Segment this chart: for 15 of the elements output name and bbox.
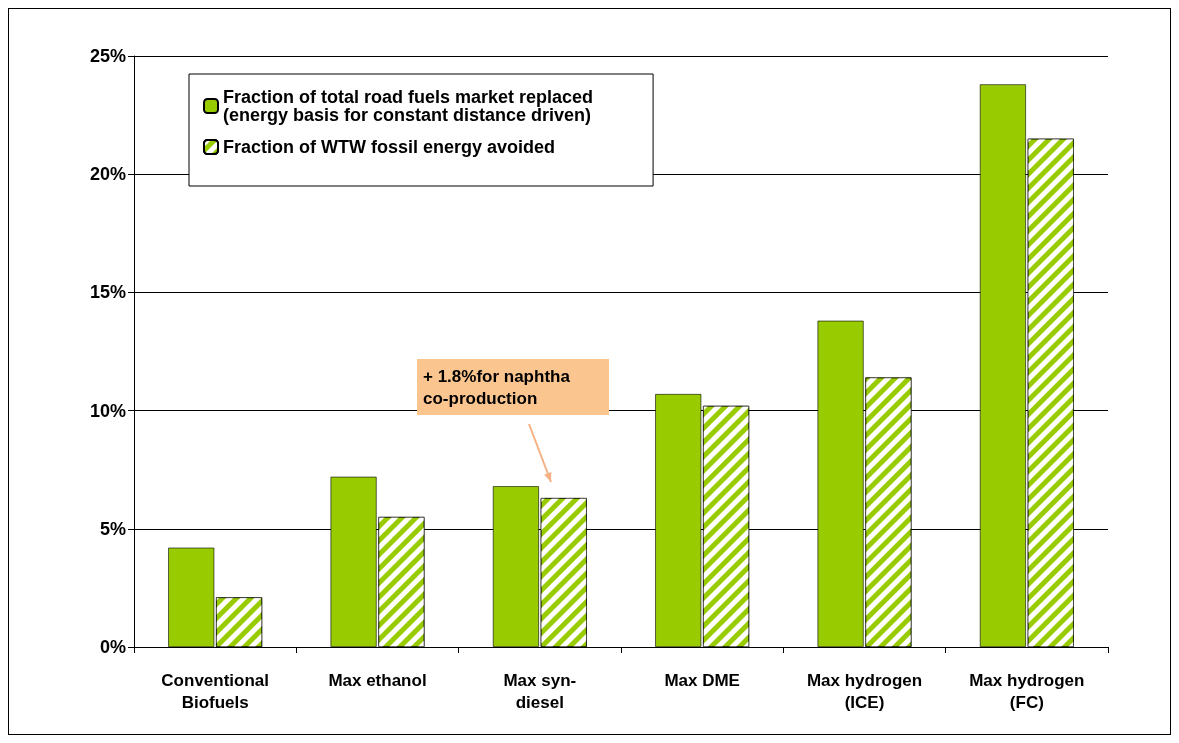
y-tick-label: 0%	[99, 637, 126, 657]
x-tick-label: Max DME	[664, 670, 740, 690]
legend-label: Fraction of total road fuels market replaced (energy basis for constant distance driven)	[223, 87, 594, 125]
x-tick-label: Max ethanol	[328, 670, 427, 690]
y-tick-label: 10%	[89, 400, 126, 421]
x-tick-label: Max syn- diesel	[503, 670, 577, 712]
y-tick-label: 20%	[89, 164, 126, 185]
x-tick-label: Max hydrogen (FC)	[969, 670, 1085, 712]
legend-label: Fraction of WTW fossil energy avoided	[223, 137, 556, 157]
y-tick-label: 25%	[89, 46, 126, 66]
annotation: + 1.8%for naphtha co-production	[423, 366, 575, 408]
y-tick-label: 15%	[89, 282, 126, 303]
x-tick-label: Max hydrogen (ICE)	[806, 670, 923, 712]
y-tick-label: 5%	[99, 518, 126, 539]
x-tick-label: Conventional Biofuels	[161, 670, 269, 712]
